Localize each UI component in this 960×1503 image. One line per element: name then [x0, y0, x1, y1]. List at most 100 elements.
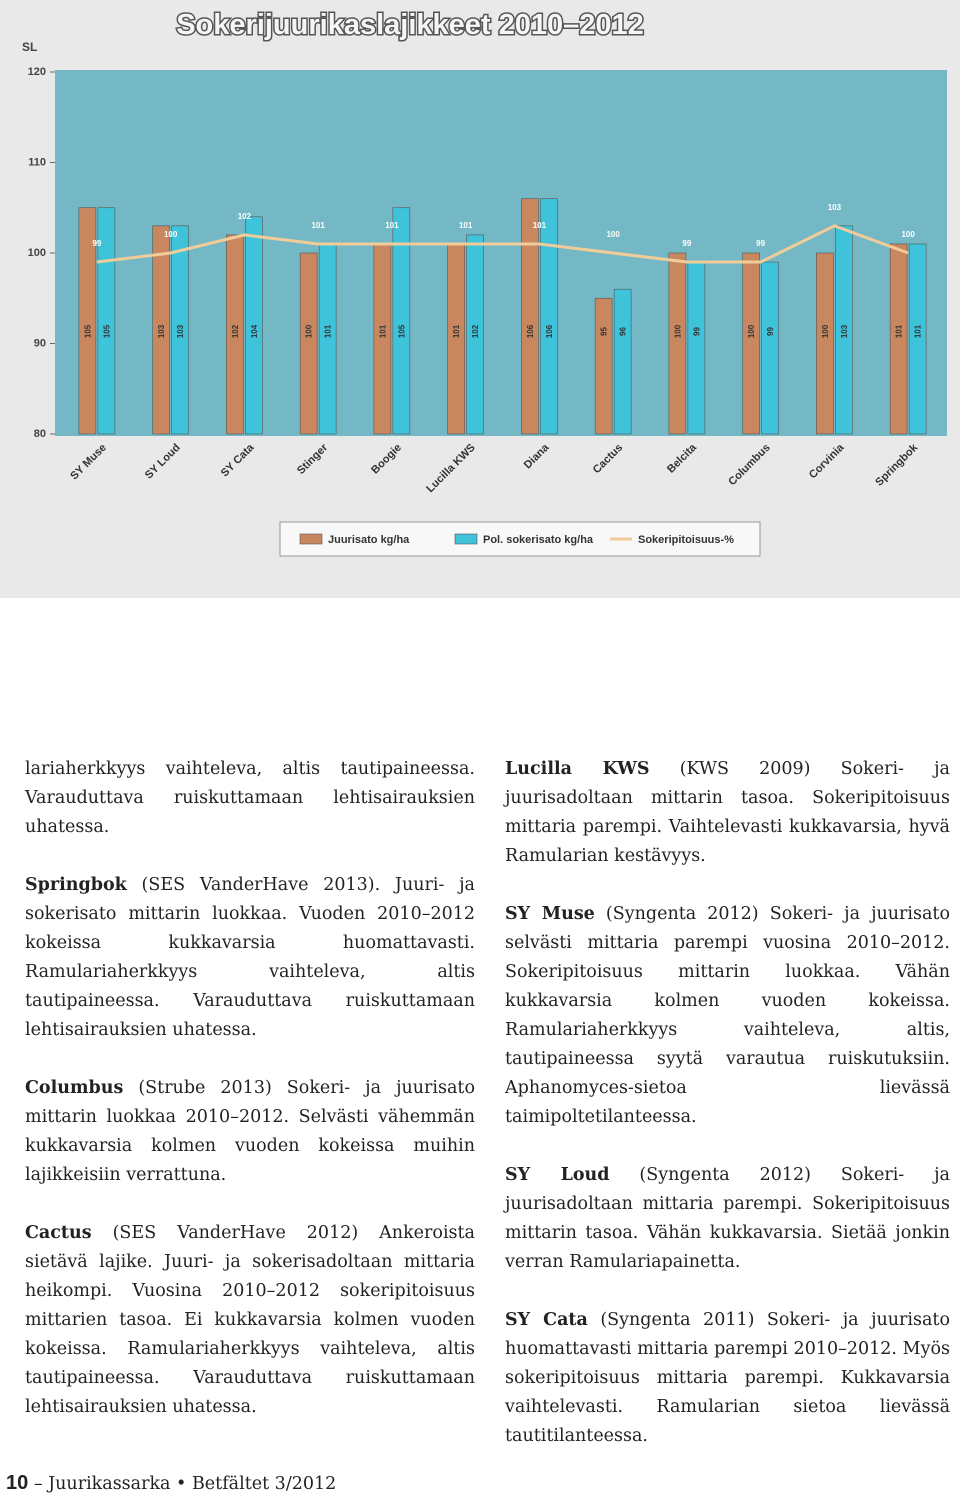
paragraph: Columbus (Strube 2013) Sokeri- ja juuris…: [25, 1074, 475, 1190]
page-number: 10: [6, 1472, 29, 1494]
paragraph-text: (Syngenta 2011) Sokeri- ja juurisato huo…: [505, 1310, 950, 1446]
value-label: 106: [526, 324, 535, 338]
paragraph: Lucilla KWS (KWS 2009) Sokeri- ja juuris…: [505, 755, 950, 871]
paragraph-text: (KWS 2009) Sokeri- ja juurisadoltaan mit…: [505, 759, 950, 866]
y-tick-label: 120: [28, 66, 46, 78]
value-label: 101: [324, 324, 333, 338]
paragraph-text: (Syngenta 2012) Sokeri- ja juurisadoltaa…: [505, 1165, 950, 1272]
legend-key: [454, 533, 478, 545]
paragraph-text: (Strube 2013) Sokeri- ja juurisato mitta…: [25, 1078, 475, 1185]
line: [96, 224, 909, 264]
value-label: 102: [231, 324, 240, 338]
chart-title: Sokerijuurikaslajikkeet 2010–2012: [176, 9, 644, 41]
value-label: 99: [692, 327, 701, 336]
line-value-label: 101: [385, 221, 399, 230]
bar: [835, 225, 853, 435]
y-tick-label: 100: [28, 247, 46, 259]
value-label: 105: [397, 324, 406, 338]
bar: [299, 252, 318, 435]
bar: [466, 234, 484, 435]
line-value-label: 101: [533, 221, 547, 230]
paragraph: SY Loud (Syngenta 2012) Sokeri- ja juuri…: [505, 1161, 950, 1277]
paragraph: lariaherkkyys vaihteleva, altis tautipai…: [25, 755, 475, 842]
y-tick-label: 90: [34, 337, 46, 349]
legend-key: [299, 533, 323, 545]
footer-text: – Juurikassarka • Betfältet 3/2012: [33, 1474, 337, 1494]
paragraph: SY Muse (Syngenta 2012) Sokeri- ja juuri…: [505, 900, 950, 1132]
paragraph-text: (SES VanderHave 2012) Ankeroista sietävä…: [25, 1223, 475, 1417]
value-label: 105: [83, 324, 92, 338]
value-label: 100: [673, 324, 682, 338]
legend-label: Sokeripitoisuus-%: [638, 534, 734, 546]
legend: [279, 521, 761, 557]
value-label: 96: [619, 327, 628, 336]
right-column: Lucilla KWS (KWS 2009) Sokeri- ja juuris…: [505, 755, 950, 1480]
variety-name: Columbus: [25, 1078, 124, 1098]
bar: [816, 252, 834, 435]
bar: [521, 198, 539, 435]
paragraph-text: lariaherkkyys vaihteleva, altis tautipai…: [25, 759, 475, 837]
left-column: lariaherkkyys vaihteleva, altis tautipai…: [25, 755, 475, 1451]
bar: [152, 225, 170, 435]
bar: [687, 261, 706, 435]
bar: [171, 225, 189, 435]
value-label: 103: [176, 324, 185, 338]
paragraph-text: (Syngenta 2012) Sokeri- ja juurisato sel…: [505, 904, 950, 1127]
bar: [742, 252, 760, 435]
value-label: 103: [840, 324, 849, 338]
paragraph-text: (SES VanderHave 2013). Juuri- ja sokeris…: [25, 875, 475, 1040]
variety-name: SY Muse: [505, 904, 595, 924]
value-label: 105: [102, 324, 111, 338]
variety-name: Cactus: [25, 1223, 92, 1243]
value-label: 100: [747, 324, 756, 338]
value-label: 106: [545, 324, 554, 338]
line-value-label: 100: [164, 230, 178, 239]
value-label: 100: [821, 324, 830, 338]
line-value-label: 99: [682, 239, 691, 248]
variety-name: SY Loud: [505, 1165, 610, 1185]
legend-label: Pol. sokerisato kg/ha: [483, 534, 594, 546]
bar: [392, 207, 411, 435]
bar: [613, 288, 632, 435]
value-label: 101: [914, 324, 923, 338]
bar: [889, 243, 908, 435]
value-label: 100: [305, 324, 314, 338]
plot-area: [55, 70, 947, 436]
value-label: 101: [452, 324, 461, 338]
value-label: 102: [471, 324, 480, 338]
line-value-label: 100: [901, 230, 915, 239]
bar: [540, 198, 558, 435]
line-value-label: 100: [606, 230, 620, 239]
bar: [908, 243, 927, 435]
line-value-label: 99: [756, 239, 765, 248]
line-value-label: 101: [459, 221, 473, 230]
line-value-label: 99: [92, 239, 101, 248]
value-label: 99: [766, 327, 775, 336]
value-label: 101: [378, 324, 387, 338]
bar: [668, 252, 687, 435]
variety-name: Springbok: [25, 875, 127, 895]
y-tick-label: 80: [34, 428, 46, 440]
bar: [97, 207, 116, 435]
chart: Sokerijuurikaslajikkeet 2010–2012 SL 80 9…: [0, 0, 960, 598]
y-tick-label: 110: [28, 156, 46, 168]
legend-label: Juurisato kg/ha: [328, 534, 410, 546]
paragraph: SY Cata (Syngenta 2011) Sokeri- ja juuri…: [505, 1306, 950, 1451]
variety-name: SY Cata: [505, 1310, 588, 1330]
value-label: 103: [157, 324, 166, 338]
value-label: 101: [895, 324, 904, 338]
variety-name: Lucilla KWS: [505, 759, 650, 779]
bar: [594, 297, 613, 435]
value-label: 95: [600, 327, 609, 336]
paragraph: Springbok (SES VanderHave 2013). Juuri- …: [25, 871, 475, 1045]
bar: [761, 261, 779, 435]
line-value-label: 101: [311, 221, 325, 230]
paragraph: Cactus (SES VanderHave 2012) Ankeroista …: [25, 1219, 475, 1422]
bar: [78, 207, 97, 435]
footer: 10 – Juurikassarka • Betfältet 3/2012: [6, 1472, 336, 1495]
value-label: 104: [250, 324, 259, 338]
bar: [226, 234, 244, 435]
line-value-label: 103: [828, 203, 842, 212]
bar: [245, 216, 263, 435]
